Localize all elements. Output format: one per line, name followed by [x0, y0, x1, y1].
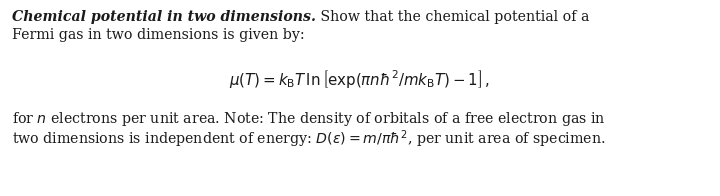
Text: $\mu(T) = k_{\mathrm{B}}T\,\ln\left[\exp(\pi n\hbar^2/mk_{\mathrm{B}}T) - 1\righ: $\mu(T) = k_{\mathrm{B}}T\,\ln\left[\exp… — [230, 68, 490, 90]
Text: Show that the chemical potential of a: Show that the chemical potential of a — [316, 10, 589, 24]
Text: for $n$ electrons per unit area. Note: The density of orbitals of a free electro: for $n$ electrons per unit area. Note: T… — [12, 110, 606, 128]
Text: two dimensions is independent of energy: $D(\epsilon) = m/\pi\hbar^2$, per unit : two dimensions is independent of energy:… — [12, 128, 606, 150]
Text: Fermi gas in two dimensions is given by:: Fermi gas in two dimensions is given by: — [12, 28, 305, 42]
Text: Chemical potential in two dimensions.: Chemical potential in two dimensions. — [12, 10, 316, 24]
